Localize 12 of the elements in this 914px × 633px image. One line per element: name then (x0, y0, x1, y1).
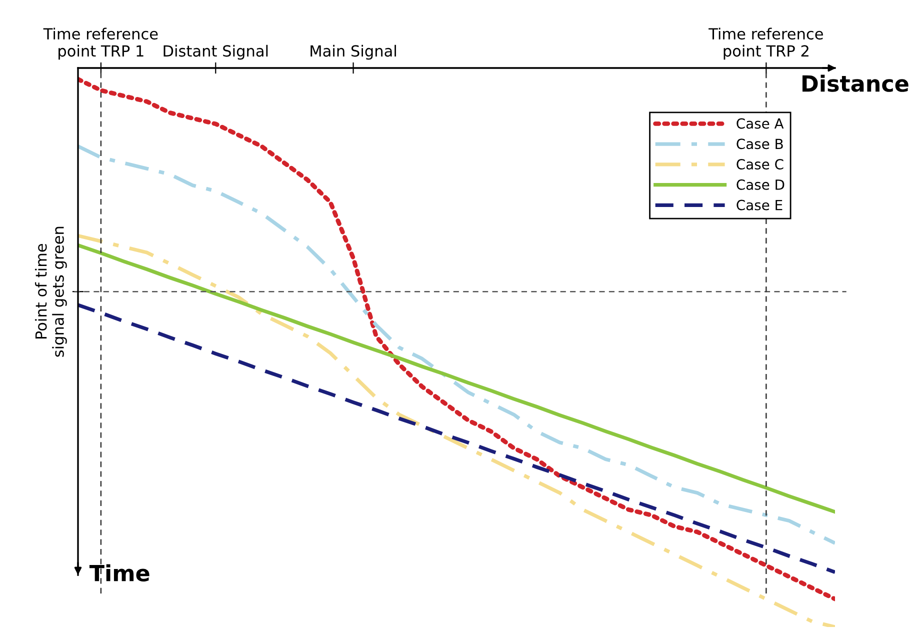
legend-label: Case A (736, 118, 784, 129)
x-tick-label: Distant Signal (164, 44, 268, 60)
ref-line-label: Point of time signal gets green (34, 226, 67, 357)
y-axis-title: Time (89, 564, 150, 582)
x-tick-label: Time reference point TRP 2 (708, 28, 823, 60)
legend-label: Case C (736, 159, 784, 170)
legend-label: Case D (736, 179, 784, 190)
legend-label: Case B (736, 138, 783, 150)
x-tick-label: Time reference point TRP 1 (43, 28, 158, 60)
legend-label: Case E (736, 200, 782, 210)
x-axis-title: Distance (802, 74, 908, 92)
x-tick-label: Main Signal (310, 44, 396, 60)
